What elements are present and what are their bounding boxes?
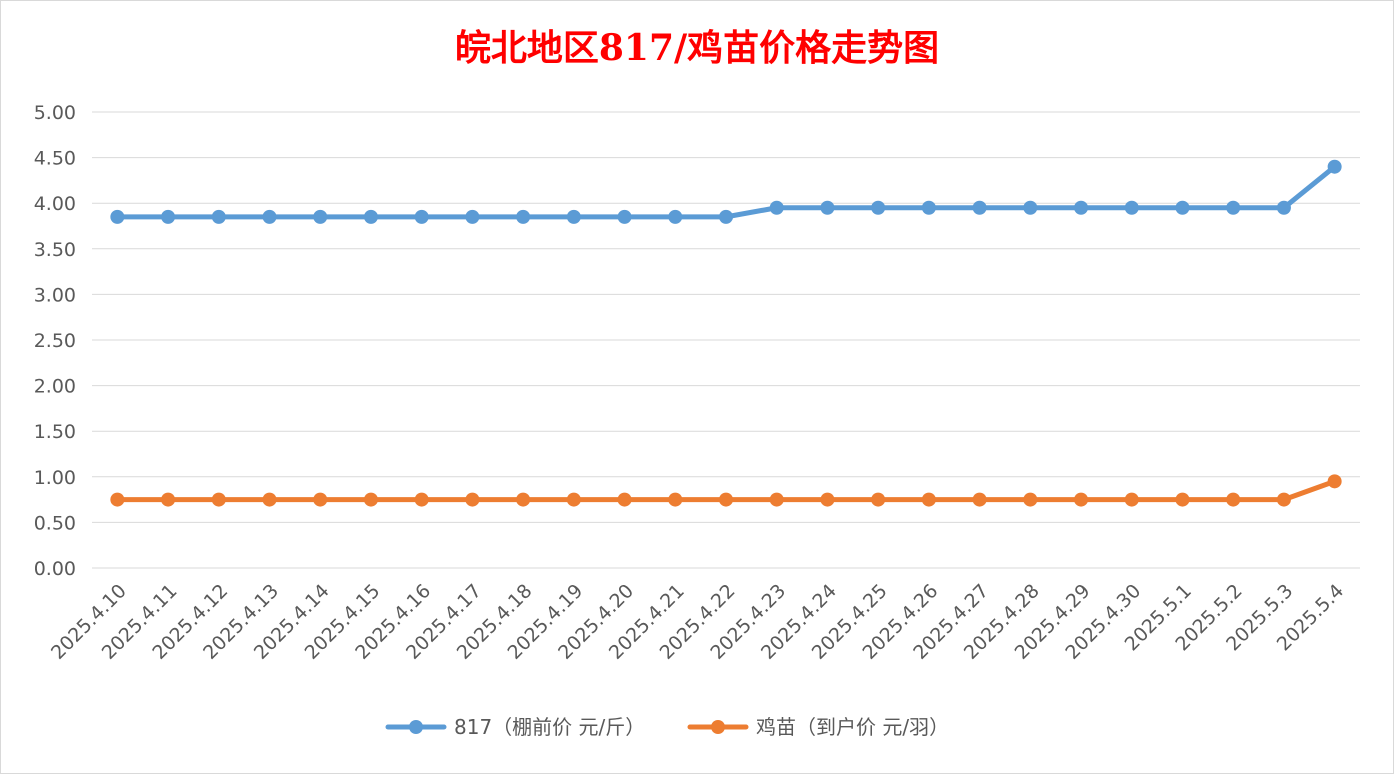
y-tick-label: 4.00 bbox=[34, 193, 76, 215]
data-point bbox=[972, 492, 987, 507]
data-point bbox=[769, 492, 784, 507]
data-point bbox=[820, 492, 835, 507]
data-point bbox=[668, 492, 683, 507]
data-point bbox=[921, 200, 936, 215]
y-tick-label: 0.50 bbox=[34, 512, 76, 534]
y-tick-label: 3.50 bbox=[34, 239, 76, 261]
data-point bbox=[566, 209, 581, 224]
data-point bbox=[1023, 200, 1038, 215]
legend-label: 鸡苗（到户价 元/羽） bbox=[756, 715, 949, 739]
data-point bbox=[820, 200, 835, 215]
y-tick-label: 5.00 bbox=[34, 102, 76, 124]
legend-label: 817（棚前价 元/斤） bbox=[454, 715, 645, 739]
grid-lines bbox=[92, 111, 1360, 569]
data-point bbox=[1124, 492, 1139, 507]
data-point bbox=[1276, 200, 1291, 215]
y-tick-label: 4.50 bbox=[34, 148, 76, 170]
y-tick-label: 0.00 bbox=[34, 558, 76, 580]
data-point bbox=[1327, 159, 1342, 174]
data-point bbox=[1023, 492, 1038, 507]
legend: 817（棚前价 元/斤） 鸡苗（到户价 元/羽） bbox=[385, 715, 949, 739]
data-point bbox=[1276, 492, 1291, 507]
y-axis-tick-labels: 0.00 0.50 1.00 1.50 2.00 2.50 3.00 3.50 4.00 4.50… bbox=[34, 102, 76, 580]
data-point bbox=[921, 492, 936, 507]
data-point bbox=[1226, 492, 1241, 507]
y-tick-label: 2.00 bbox=[34, 376, 76, 398]
data-point bbox=[313, 209, 328, 224]
data-point bbox=[414, 209, 429, 224]
legend-item: 817（棚前价 元/斤） bbox=[385, 715, 645, 739]
data-point bbox=[769, 200, 784, 215]
data-point bbox=[668, 209, 683, 224]
series-2 bbox=[110, 474, 1342, 507]
data-point bbox=[516, 492, 531, 507]
data-point bbox=[262, 209, 277, 224]
data-point bbox=[1074, 492, 1089, 507]
data-point bbox=[313, 492, 328, 507]
data-point bbox=[1074, 200, 1089, 215]
data-point bbox=[110, 209, 125, 224]
data-point bbox=[110, 492, 125, 507]
data-point bbox=[161, 492, 176, 507]
data-point bbox=[211, 492, 226, 507]
data-point bbox=[719, 492, 733, 507]
data-point bbox=[1124, 200, 1139, 215]
legend-marker bbox=[409, 720, 423, 734]
y-tick-label: 3.00 bbox=[34, 284, 76, 306]
y-tick-label: 2.50 bbox=[34, 330, 76, 352]
data-point bbox=[871, 492, 886, 507]
data-point bbox=[617, 492, 632, 507]
data-point bbox=[363, 492, 378, 507]
chart-title: 皖北地区817/鸡苗价格走势图 bbox=[455, 27, 939, 69]
y-tick-label: 1.50 bbox=[34, 421, 76, 443]
legend-marker bbox=[711, 720, 725, 734]
data-point bbox=[1175, 492, 1190, 507]
data-point bbox=[719, 209, 733, 224]
data-point bbox=[465, 209, 480, 224]
data-point bbox=[1226, 200, 1241, 215]
data-point bbox=[262, 492, 277, 507]
data-point bbox=[1175, 200, 1190, 215]
data-point bbox=[363, 209, 378, 224]
series-1 bbox=[110, 159, 1342, 224]
data-point bbox=[1327, 474, 1342, 489]
legend-item: 鸡苗（到户价 元/羽） bbox=[687, 715, 949, 739]
data-point bbox=[516, 209, 531, 224]
data-point bbox=[414, 492, 429, 507]
y-tick-label: 1.00 bbox=[34, 467, 76, 489]
data-point bbox=[211, 209, 226, 224]
series-layer bbox=[110, 159, 1342, 507]
data-point bbox=[566, 492, 581, 507]
data-point bbox=[161, 209, 176, 224]
data-point bbox=[617, 209, 632, 224]
data-point bbox=[871, 200, 886, 215]
data-point bbox=[972, 200, 987, 215]
data-point bbox=[465, 492, 480, 507]
